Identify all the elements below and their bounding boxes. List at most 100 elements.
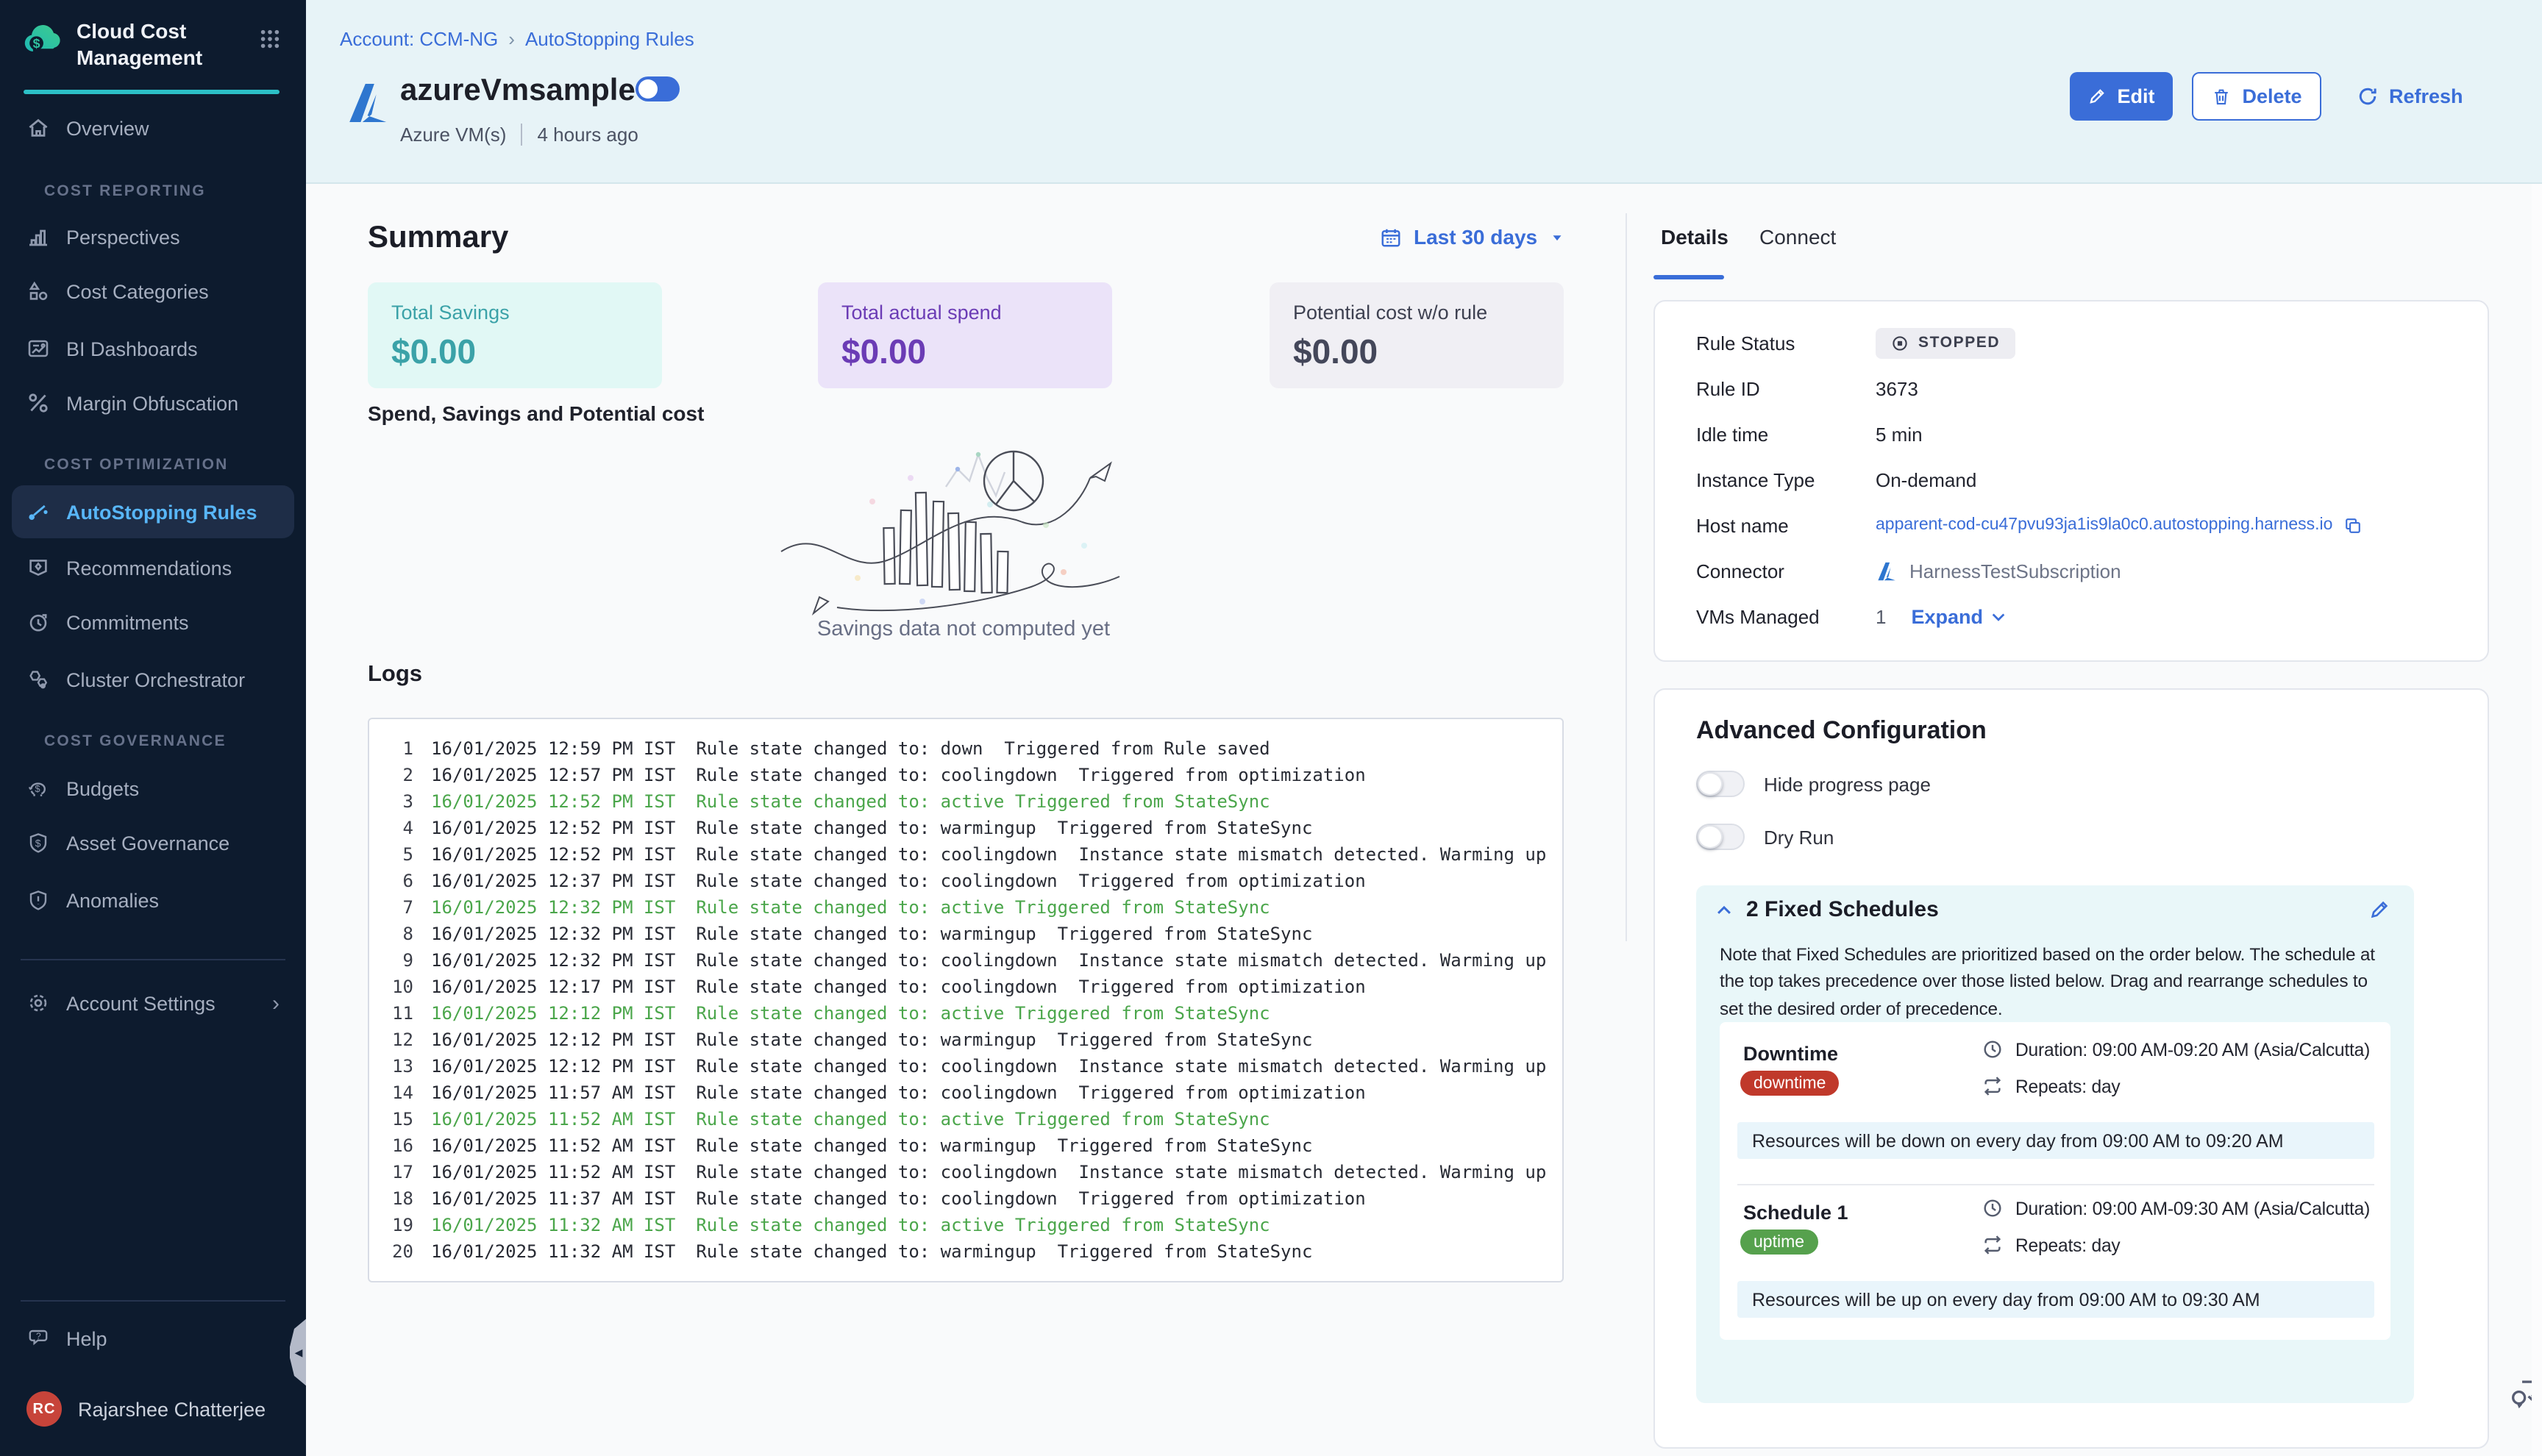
dry-run-toggle[interactable] xyxy=(1696,824,1745,850)
log-line-number: 1 xyxy=(402,738,413,759)
sidebar-item-bi-dashboards[interactable]: BI Dashboards xyxy=(12,326,294,371)
delete-button[interactable]: Delete xyxy=(2192,72,2321,121)
sidebar-item-perspectives[interactable]: Perspectives xyxy=(12,215,294,259)
instance-type-row: Instance Type On-demand xyxy=(1696,462,1976,497)
log-message: Rule state changed to: down Triggered fr… xyxy=(696,738,1270,759)
edit-button[interactable]: Edit xyxy=(2070,72,2173,121)
breadcrumb-account-link[interactable]: Account: CCM-NG xyxy=(340,28,499,50)
sidebar: Cloud Cost Management Overview COST REPO… xyxy=(0,0,306,1456)
sidebar-item-account-settings[interactable]: Account Settings › xyxy=(12,981,294,1025)
log-message: Rule state changed to: coolingdown Trigg… xyxy=(696,871,1366,891)
schedule-repeats: Repeats: day xyxy=(1982,1075,2121,1097)
cloud-cost-logo-icon xyxy=(21,18,65,62)
calendar-icon xyxy=(1380,226,1402,248)
edit-schedules-pencil-icon[interactable] xyxy=(2368,899,2390,921)
section-label-cost-governance: COST GOVERNANCE xyxy=(44,732,227,750)
downtime-badge: downtime xyxy=(1740,1071,1840,1096)
main-content: Summary Last 30 days Total Savings $0.00… xyxy=(306,184,2542,1456)
log-entry: 18 16/01/2025 11:37 AM IST Rule state chan… xyxy=(381,1185,1551,1212)
idle-time-value: 5 min xyxy=(1876,423,1923,445)
log-line-number: 10 xyxy=(392,977,413,997)
user-menu[interactable]: RC Rajarshee Chatterjee xyxy=(12,1387,294,1431)
row-label: Idle time xyxy=(1696,423,1769,445)
schedule-summary: Resources will be down on every day from… xyxy=(1737,1122,2374,1159)
sidebar-item-overview[interactable]: Overview xyxy=(12,106,294,150)
section-label-cost-optimization: COST OPTIMIZATION xyxy=(44,456,229,474)
sidebar-item-anomalies[interactable]: Anomalies xyxy=(12,878,294,922)
caret-down-icon xyxy=(1549,229,1565,245)
panel-divider xyxy=(1626,213,1627,941)
log-entry: 9 16/01/2025 12:32 PM IST Rule state chang… xyxy=(381,947,1551,974)
row-label: Instance Type xyxy=(1696,468,1815,490)
log-message: Rule state changed to: active Triggered … xyxy=(696,897,1270,918)
service-type: Azure VM(s) xyxy=(400,124,507,146)
date-range-selector[interactable]: Last 30 days xyxy=(1380,225,1565,249)
fixed-schedules-note: Note that Fixed Schedules are prioritize… xyxy=(1720,944,2375,1019)
log-entry: 8 16/01/2025 12:32 PM IST Rule state chang… xyxy=(381,921,1551,947)
clock-icon xyxy=(1982,1038,2004,1060)
sidebar-item-label: Budgets xyxy=(66,777,140,799)
log-timestamp: 16/01/2025 12:32 PM IST xyxy=(431,897,676,918)
rule-subtitle: Azure VM(s) 4 hours ago xyxy=(400,124,638,146)
logs-panel[interactable]: 1 16/01/2025 12:59 PM IST Rule state chang… xyxy=(368,718,1564,1282)
sidebar-accent-divider xyxy=(24,90,280,93)
toggle-label: Hide progress page xyxy=(1764,773,1931,795)
sidebar-item-cost-categories[interactable]: Cost Categories xyxy=(12,269,294,313)
sidebar-bottom-divider xyxy=(21,1300,285,1302)
log-entry: 10 16/01/2025 12:17 PM IST Rule state chan… xyxy=(381,974,1551,1000)
sidebar-item-label: Margin Obfuscation xyxy=(66,392,239,414)
tab-details[interactable]: Details xyxy=(1661,225,1729,249)
log-line-number: 13 xyxy=(392,1056,413,1077)
sidebar-item-help[interactable]: Help xyxy=(12,1316,294,1360)
log-timestamp: 16/01/2025 11:37 AM IST xyxy=(431,1188,676,1209)
hide-progress-toggle[interactable] xyxy=(1696,771,1745,797)
hexagon-cluster-icon xyxy=(26,668,50,691)
sidebar-item-autostopping-rules[interactable]: AutoStopping Rules xyxy=(12,485,294,538)
sidebar-item-budgets[interactable]: Budgets xyxy=(12,766,294,810)
schedule-duration: Duration: 09:00 AM-09:20 AM (Asia/Calcut… xyxy=(1982,1038,2370,1060)
log-entry: 7 16/01/2025 12:32 PM IST Rule state chang… xyxy=(381,894,1551,921)
log-message: Rule state changed to: coolingdown Insta… xyxy=(696,1056,1547,1077)
log-entry: 19 16/01/2025 11:32 AM IST Rule state chan… xyxy=(381,1212,1551,1238)
fixed-schedules-title: 2 Fixed Schedules xyxy=(1746,897,1939,922)
log-line-number: 15 xyxy=(392,1109,413,1130)
instance-type-value: On-demand xyxy=(1876,468,1977,490)
log-entry: 15 16/01/2025 11:52 AM IST Rule state chan… xyxy=(381,1106,1551,1132)
scrollbar-gutter[interactable] xyxy=(2532,184,2542,1456)
log-timestamp: 16/01/2025 12:12 PM IST xyxy=(431,1056,676,1077)
schedule-name: Downtime xyxy=(1743,1043,1839,1065)
sidebar-item-cluster-orchestrator[interactable]: Cluster Orchestrator xyxy=(12,657,294,702)
connector-row: Connector HarnessTestSubscription xyxy=(1696,553,2121,588)
log-message: Rule state changed to: coolingdown Insta… xyxy=(696,844,1547,865)
expand-vms-button[interactable]: Expand xyxy=(1911,605,2008,627)
log-message: Rule state changed to: active Triggered … xyxy=(696,791,1270,812)
breadcrumb-page-link[interactable]: AutoStopping Rules xyxy=(524,28,694,50)
sidebar-item-commitments[interactable]: Commitments xyxy=(12,600,294,644)
log-timestamp: 16/01/2025 11:32 AM IST xyxy=(431,1215,676,1235)
gear-icon xyxy=(26,991,50,1015)
log-message: Rule state changed to: active Triggered … xyxy=(696,1003,1270,1024)
sidebar-item-margin-obfuscation[interactable]: Margin Obfuscation xyxy=(12,381,294,425)
vms-managed-row: VMs Managed 1 Expand xyxy=(1696,599,2008,634)
potential-cost-card: Potential cost w/o rule $0.00 xyxy=(1270,282,1564,388)
page-title: azureVmsample xyxy=(400,74,636,107)
details-card: Rule Status STOPPED Rule ID 3673 Idle ti… xyxy=(1653,300,2489,662)
card-value: $0.00 xyxy=(391,332,477,371)
avatar: RC xyxy=(26,1391,62,1427)
sidebar-item-asset-governance[interactable]: Asset Governance xyxy=(12,821,294,865)
card-label: Total actual spend xyxy=(841,301,1002,324)
log-message: Rule state changed to: coolingdown Trigg… xyxy=(696,1188,1366,1209)
sidebar-item-recommendations[interactable]: Recommendations xyxy=(12,546,294,590)
host-name-link[interactable]: apparent-cod-cu47pvu93ja1is9la0c0.autost… xyxy=(1876,516,2333,534)
logs-title: Logs xyxy=(368,662,423,687)
advanced-configuration-card: Advanced Configuration Hide progress pag… xyxy=(1653,688,2489,1449)
module-grid-icon[interactable] xyxy=(259,28,281,50)
user-name: Rajarshee Chatterjee xyxy=(78,1398,266,1420)
rule-enabled-toggle[interactable] xyxy=(636,76,680,101)
sidebar-item-label: Cost Categories xyxy=(66,280,209,302)
copy-icon[interactable] xyxy=(2343,515,2362,535)
tab-connect[interactable]: Connect xyxy=(1759,225,1837,249)
sidebar-divider xyxy=(21,959,285,960)
chevron-up-icon[interactable] xyxy=(1714,899,1734,920)
refresh-button[interactable]: Refresh xyxy=(2348,72,2472,121)
